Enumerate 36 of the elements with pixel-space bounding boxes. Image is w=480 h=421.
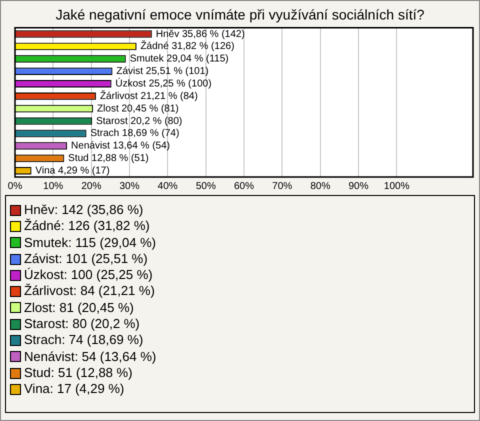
legend-label: Závist: 101 (25,51 %) <box>24 250 148 268</box>
x-tick-label: 100% <box>384 180 410 192</box>
data-label: Vina 4,29 % (17) <box>35 166 110 177</box>
x-tick-label: 70% <box>272 180 292 192</box>
data-label: Smutek 29,04 % (115) <box>130 54 229 65</box>
legend-label: Smutek: 115 (29,04 %) <box>24 234 156 251</box>
legend-label: Stud: 51 (12,88 %) <box>24 364 132 382</box>
x-tick-label: 30% <box>119 180 140 192</box>
data-label: Žárlivost 21,21 % (84) <box>100 90 198 102</box>
legend-label: Zlost: 81 (20,45 %) <box>24 300 134 316</box>
data-label: Zlost 20,45 % (81) <box>97 103 179 114</box>
legend-label: Úzkost: 100 (25,25 %) <box>24 267 153 284</box>
data-label: Úzkost 25,25 % (100) <box>115 78 212 90</box>
data-label: Strach 18,69 % (74) <box>90 128 180 140</box>
x-tick-label: 40% <box>158 180 178 192</box>
x-tick-label: 60% <box>234 180 254 192</box>
data-label: Nenávist 13,64 % (54) <box>71 140 170 152</box>
legend-label: Starost: 80 (20,2 %) <box>24 316 140 332</box>
data-label: Závist 25,51 % (101) <box>116 66 209 78</box>
legend-label: Hněv: 142 (35,86 %) <box>24 202 144 218</box>
legend-label: Žárlivost: 84 (21,21 %) <box>24 283 155 300</box>
x-tick-label: 90% <box>348 180 369 192</box>
data-label: Starost 20,2 % (80) <box>96 116 182 127</box>
legend-label: Nenávist: 54 (13,64 %) <box>24 348 156 365</box>
chart-title: Jaké negativní emoce vnímáte při využívání sociálních sítí? <box>56 6 425 22</box>
x-tick-label: 20% <box>81 180 102 192</box>
legend-label: Žádné: 126 (31,82 %) <box>24 218 150 235</box>
legend-label: Strach: 74 (18,69 %) <box>24 332 144 349</box>
x-tick-label: 10% <box>43 180 64 192</box>
x-tick-label: 0% <box>8 180 22 192</box>
legend-label: Vina: 17 (4,29 %) <box>24 381 124 398</box>
x-tick-label: 50% <box>196 180 216 192</box>
x-tick-label: 80% <box>310 180 330 192</box>
data-label: Žádné 31,82 % (126) <box>140 40 234 52</box>
data-label: Stud 12,88 % (51) <box>68 153 149 164</box>
data-label: Hněv 35,86 % (142) <box>156 28 245 40</box>
